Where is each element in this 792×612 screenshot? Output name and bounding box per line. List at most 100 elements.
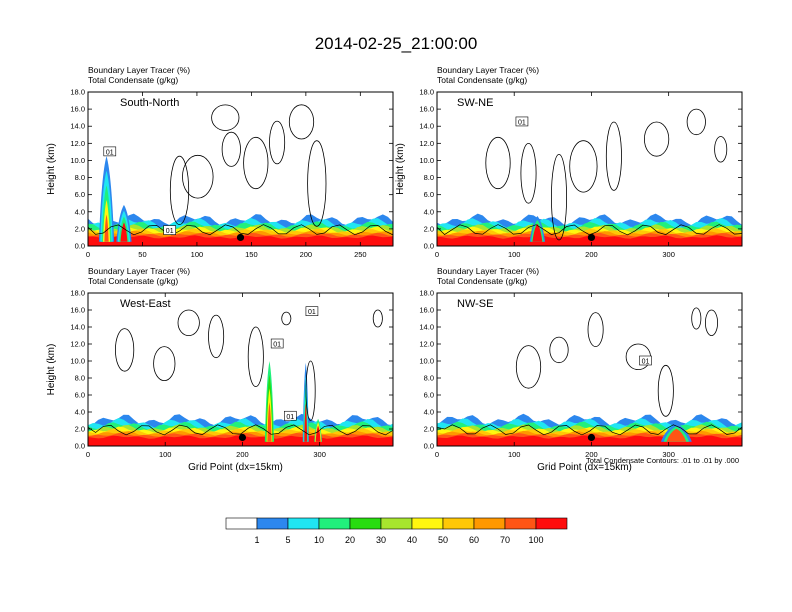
panel-name: South-North xyxy=(120,97,179,109)
y-axis-label: Height (km) xyxy=(46,143,57,195)
contour-label: 01 xyxy=(518,119,526,126)
colorbar-label: 60 xyxy=(469,535,479,545)
x-tick-label: 300 xyxy=(662,250,675,259)
condensate-contour xyxy=(182,154,214,199)
contour-label-box xyxy=(639,355,652,366)
colorbar-label: 1 xyxy=(254,535,259,545)
condensate-contour xyxy=(243,136,269,190)
y-tick-label: 0.0 xyxy=(424,442,434,451)
y-tick-label: 6.0 xyxy=(424,391,434,400)
x-tick-label: 200 xyxy=(585,250,598,259)
condensate-contour xyxy=(515,345,542,389)
y-tick-label: 8.0 xyxy=(424,173,434,182)
condensate-contour xyxy=(605,121,622,191)
colorbar-swatch xyxy=(318,517,351,530)
y-tick-label: 4.0 xyxy=(424,207,434,216)
y-tick-label: 10.0 xyxy=(419,357,434,366)
panel-subtitle-tracer: Boundary Layer Tracer (%) xyxy=(88,266,190,276)
y-tick-label: 2.0 xyxy=(75,224,85,233)
condensate-contour xyxy=(169,155,190,225)
plot-frame xyxy=(436,91,743,247)
colorbar-swatch xyxy=(225,517,258,530)
colorbar-label: 30 xyxy=(376,535,386,545)
tracer-plume xyxy=(315,425,321,442)
condensate-contour xyxy=(221,131,241,167)
contour-label: 01 xyxy=(273,342,281,349)
panel-name: West-East xyxy=(120,298,171,310)
colorbar-swatch xyxy=(287,517,320,530)
panel-subtitle-tracer: Boundary Layer Tracer (%) xyxy=(437,266,539,276)
panel-subtitle-condensate: Total Condensate (g/kg) xyxy=(437,276,527,286)
y-tick-label: 0.0 xyxy=(424,242,434,251)
tracer-plume xyxy=(532,223,543,242)
condensate-contour xyxy=(643,121,670,157)
condensate-contour xyxy=(88,224,393,236)
colorbar-label: 40 xyxy=(407,535,417,545)
condensate-contour xyxy=(88,424,393,436)
x-axis-label: Grid Point (dx=15km) xyxy=(537,462,632,473)
plot-area xyxy=(437,108,742,246)
colorbar-swatch xyxy=(504,517,537,530)
condensate-contour xyxy=(305,360,316,421)
y-axis-label: Height (km) xyxy=(46,344,57,396)
figure-title: 2014-02-25_21:00:00 xyxy=(315,34,478,53)
location-marker xyxy=(587,433,596,442)
condensate-contour xyxy=(281,311,292,326)
plot-area xyxy=(437,307,742,446)
x-tick-label: 100 xyxy=(508,450,521,459)
location-marker xyxy=(238,433,247,442)
condensate-contour xyxy=(520,143,537,204)
condensate-contour xyxy=(705,309,719,337)
y-tick-label: 14.0 xyxy=(70,323,85,332)
y-tick-label: 18.0 xyxy=(419,88,434,97)
condensate-contour xyxy=(714,136,728,163)
tracer-plume xyxy=(104,214,109,242)
condensate-contour xyxy=(115,328,135,372)
panel-subtitle-condensate: Total Condensate (g/kg) xyxy=(88,276,178,286)
x-tick-label: 100 xyxy=(191,250,204,259)
plot-area xyxy=(88,309,393,446)
condensate-contour xyxy=(587,312,604,348)
panel-subtitle-condensate: Total Condensate (g/kg) xyxy=(88,75,178,85)
y-tick-label: 18.0 xyxy=(70,289,85,298)
y-tick-label: 18.0 xyxy=(419,289,434,298)
y-tick-label: 12.0 xyxy=(70,340,85,349)
y-axis-label: Height (km) xyxy=(395,143,406,195)
condensate-contour xyxy=(569,140,598,193)
contour-label: 01 xyxy=(642,359,650,366)
y-tick-label: 4.0 xyxy=(424,408,434,417)
colorbar-swatch xyxy=(535,517,568,530)
y-tick-label: 6.0 xyxy=(75,190,85,199)
contour-label-box xyxy=(284,410,297,421)
y-tick-label: 0.0 xyxy=(75,242,85,251)
x-tick-label: 200 xyxy=(585,450,598,459)
x-axis-label: Grid Point (dx=15km) xyxy=(188,462,283,473)
plot-frame xyxy=(87,91,394,247)
y-tick-label: 8.0 xyxy=(424,374,434,383)
y-tick-label: 2.0 xyxy=(424,425,434,434)
y-tick-label: 10.0 xyxy=(70,156,85,165)
y-tick-label: 4.0 xyxy=(75,408,85,417)
y-tick-label: 14.0 xyxy=(419,323,434,332)
x-tick-label: 50 xyxy=(138,250,146,259)
location-marker xyxy=(236,233,245,242)
contour-label-box xyxy=(103,146,117,157)
panel-west-east: Boundary Layer Tracer (%) Total Condensa… xyxy=(46,266,394,473)
y-tick-label: 8.0 xyxy=(75,173,85,182)
x-tick-label: 0 xyxy=(86,450,90,459)
contour-label: 01 xyxy=(308,309,316,316)
y-tick-label: 4.0 xyxy=(75,207,85,216)
y-tick-label: 12.0 xyxy=(419,340,434,349)
condensate-contour xyxy=(549,336,569,364)
condensate-contour xyxy=(153,346,176,382)
y-tick-label: 0.0 xyxy=(75,442,85,451)
y-tick-label: 16.0 xyxy=(419,306,434,315)
y-tick-label: 16.0 xyxy=(70,306,85,315)
condensate-contour xyxy=(691,307,702,330)
colorbar-swatch xyxy=(349,517,382,530)
condensate-contour xyxy=(269,120,286,165)
condensate-contour xyxy=(247,326,264,387)
condensate-contour xyxy=(686,108,706,136)
location-marker xyxy=(587,233,596,242)
condensate-contour xyxy=(657,364,674,417)
